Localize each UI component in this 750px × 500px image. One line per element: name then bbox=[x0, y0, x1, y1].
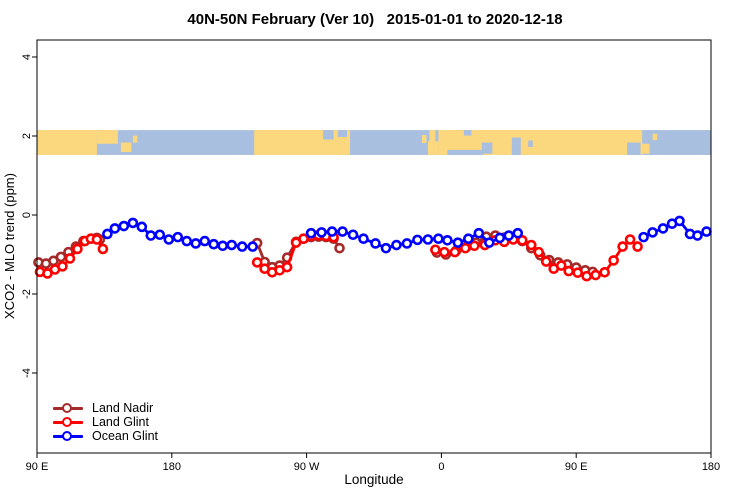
legend-label: Ocean Glint bbox=[92, 429, 159, 443]
svg-text:-2: -2 bbox=[21, 289, 33, 299]
legend-item-land-glint: Land Glint bbox=[53, 415, 158, 429]
svg-text:180: 180 bbox=[702, 461, 720, 473]
svg-text:90 E: 90 E bbox=[26, 461, 49, 473]
svg-text:0: 0 bbox=[21, 212, 33, 218]
x-axis-label: Longitude bbox=[344, 472, 403, 487]
ocean-glint-marker-icon bbox=[53, 430, 83, 442]
svg-text:4: 4 bbox=[21, 54, 33, 60]
svg-text:0: 0 bbox=[438, 461, 444, 473]
land-nadir-marker-icon bbox=[53, 402, 83, 414]
svg-text:180: 180 bbox=[163, 461, 181, 473]
land-glint-marker-icon bbox=[53, 416, 83, 428]
legend-label: Land Nadir bbox=[92, 401, 154, 415]
svg-text:2: 2 bbox=[21, 133, 33, 139]
legend-label: Land Glint bbox=[92, 415, 149, 429]
svg-text:-4: -4 bbox=[21, 368, 33, 378]
legend-item-land-nadir: Land Nadir bbox=[53, 401, 158, 415]
chart-title: 40N-50N February (Ver 10) 2015-01-01 to … bbox=[187, 11, 563, 28]
y-axis-label: XCO2 - MLO trend (ppm) bbox=[2, 173, 17, 319]
svg-text:90 E: 90 E bbox=[565, 461, 588, 473]
svg-text:90 W: 90 W bbox=[294, 461, 320, 473]
legend: Land Nadir Land Glint Ocean Glint bbox=[53, 401, 158, 443]
legend-item-ocean-glint: Ocean Glint bbox=[53, 429, 158, 443]
